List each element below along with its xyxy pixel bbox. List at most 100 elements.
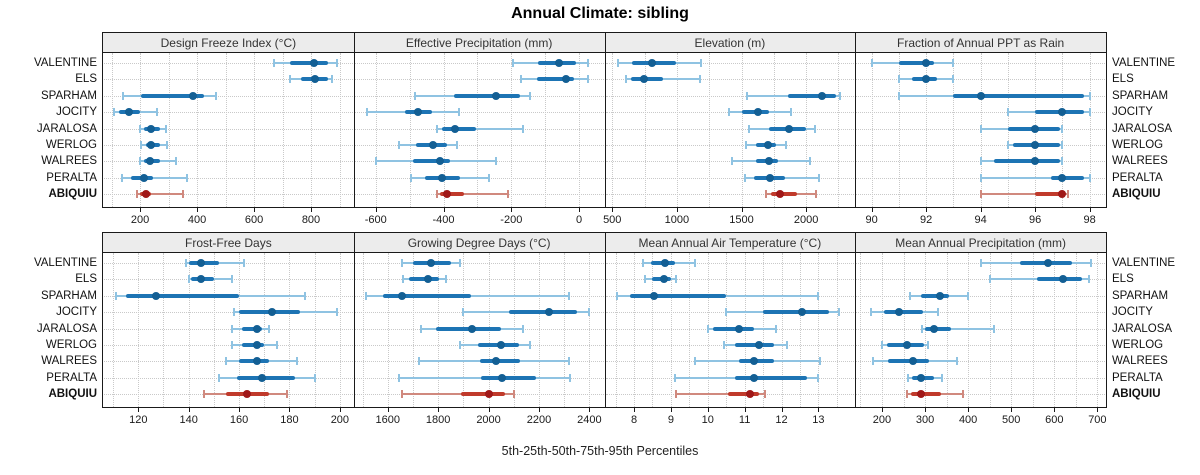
walrees-range-25-75 xyxy=(994,159,1060,164)
walrees-median-dot xyxy=(908,357,917,366)
valentine-cap-5th xyxy=(980,259,983,267)
axis-tick xyxy=(239,408,241,412)
jocity-cap-5th xyxy=(462,308,465,317)
abiquiu-range-25-75 xyxy=(728,392,760,397)
axis-tick-label: -200 xyxy=(500,214,523,226)
abiquiu-cap-5th xyxy=(435,190,438,199)
gridline-v xyxy=(138,253,140,407)
werlog-cap-95th xyxy=(785,141,788,149)
gridline-v xyxy=(579,53,581,207)
peralta-cap-5th xyxy=(744,173,747,182)
els-median-dot xyxy=(197,275,206,284)
axis-tick-label: 96 xyxy=(1029,214,1042,226)
abiquiu-cap-95th xyxy=(285,390,288,399)
jocity-cap-5th xyxy=(727,108,730,117)
abiquiu-median-dot xyxy=(442,190,451,199)
valentine-cap-95th xyxy=(1089,259,1092,267)
sparham-cap-95th xyxy=(1088,91,1091,100)
panel-frame-row1 xyxy=(102,232,1107,408)
axis-tick-label: 700 xyxy=(1088,414,1107,426)
sparham-cap-95th xyxy=(568,291,571,300)
els-range-25-75 xyxy=(536,77,574,82)
valentine-cap-95th xyxy=(243,259,246,267)
jaralosa-cap-5th xyxy=(921,324,924,333)
sparham-median-dot xyxy=(397,291,406,300)
jocity-cap-95th xyxy=(837,308,840,317)
station-label-right-els: ELS xyxy=(1112,273,1134,286)
gridline-v xyxy=(709,53,711,207)
axis-tick xyxy=(188,408,190,412)
panel-header-fraction-of-annual-ppt-as-rain: Fraction of Annual PPT as Rain xyxy=(897,36,1065,50)
axis-tick-label: 160 xyxy=(229,414,249,426)
sparham-cap-5th xyxy=(413,91,416,100)
peralta-cap-95th xyxy=(817,373,820,382)
axis-tick xyxy=(676,208,678,212)
gridline-v xyxy=(339,253,341,407)
axis-tick-label: 600 xyxy=(1045,414,1064,426)
jaralosa-cap-95th xyxy=(164,124,167,133)
gridline-h xyxy=(605,177,855,179)
walrees-cap-95th xyxy=(568,357,571,366)
axis-tick-label: 2000 xyxy=(476,414,501,426)
axis-tick-label: 800 xyxy=(301,214,321,226)
peralta-cap-5th xyxy=(120,173,123,182)
sparham-cap-95th xyxy=(303,291,306,300)
valentine-cap-5th xyxy=(617,59,620,67)
abiquiu-range-25-75 xyxy=(911,392,942,397)
gridline-h xyxy=(104,345,353,346)
valentine-cap-95th xyxy=(700,59,703,67)
station-label-left-walrees: WALREES xyxy=(41,355,97,368)
peralta-median-dot xyxy=(765,173,774,182)
axis-tick xyxy=(138,408,140,412)
abiquiu-range-25-75 xyxy=(460,392,505,397)
abiquiu-cap-5th xyxy=(675,390,678,399)
jaralosa-cap-5th xyxy=(748,124,751,133)
gridline-v xyxy=(615,253,617,407)
els-cap-95th xyxy=(444,275,447,284)
peralta-cap-5th xyxy=(217,373,220,382)
jocity-cap-95th xyxy=(457,108,460,117)
panel-header-mean-annual-precipitation-mm: Mean Annual Precipitation (mm) xyxy=(895,236,1066,250)
abiquiu-cap-95th xyxy=(512,390,515,399)
gridline-h xyxy=(856,295,1105,297)
els-cap-5th xyxy=(897,75,900,84)
sparham-cap-95th xyxy=(214,91,217,100)
walrees-cap-5th xyxy=(693,357,696,366)
werlog-cap-5th xyxy=(458,341,461,349)
werlog-cap-5th xyxy=(140,141,143,149)
axis-tick xyxy=(1011,408,1013,412)
gridline-v xyxy=(163,253,165,407)
abiquiu-median-dot xyxy=(141,190,150,199)
sparham-cap-5th xyxy=(121,91,124,100)
walrees-cap-5th xyxy=(731,157,734,166)
abiquiu-range-25-75 xyxy=(440,192,464,197)
gridline-v xyxy=(634,253,635,407)
axis-tick xyxy=(254,208,256,212)
gridline-h xyxy=(605,194,855,196)
axis-tick xyxy=(443,208,445,212)
gridline-v xyxy=(339,53,341,207)
gridline-v xyxy=(926,53,928,207)
axis-tick xyxy=(670,408,672,412)
station-label-left-els: ELS xyxy=(75,273,97,286)
walrees-median-dot xyxy=(252,357,261,366)
gridline-v xyxy=(871,53,873,207)
gridline-h xyxy=(856,63,1105,64)
werlog-cap-95th xyxy=(456,141,459,149)
abiquiu-cap-5th xyxy=(979,190,982,199)
gridline-v xyxy=(1089,53,1091,207)
station-label-right-jocity: JOCITY xyxy=(1112,306,1153,319)
gridline-h xyxy=(856,345,1105,346)
station-label-left-jaralosa: JARALOSA xyxy=(36,122,97,135)
sparham-range-25-75 xyxy=(453,93,520,98)
walrees-median-dot xyxy=(436,157,445,166)
werlog-median-dot xyxy=(147,141,156,149)
gridline-v xyxy=(289,253,291,407)
gridline-h xyxy=(856,312,1105,314)
gridline-h xyxy=(605,63,855,64)
gridline-v xyxy=(799,253,801,407)
jocity-median-dot xyxy=(545,308,554,317)
jocity-median-dot xyxy=(414,108,423,117)
axis-tick xyxy=(375,208,377,212)
